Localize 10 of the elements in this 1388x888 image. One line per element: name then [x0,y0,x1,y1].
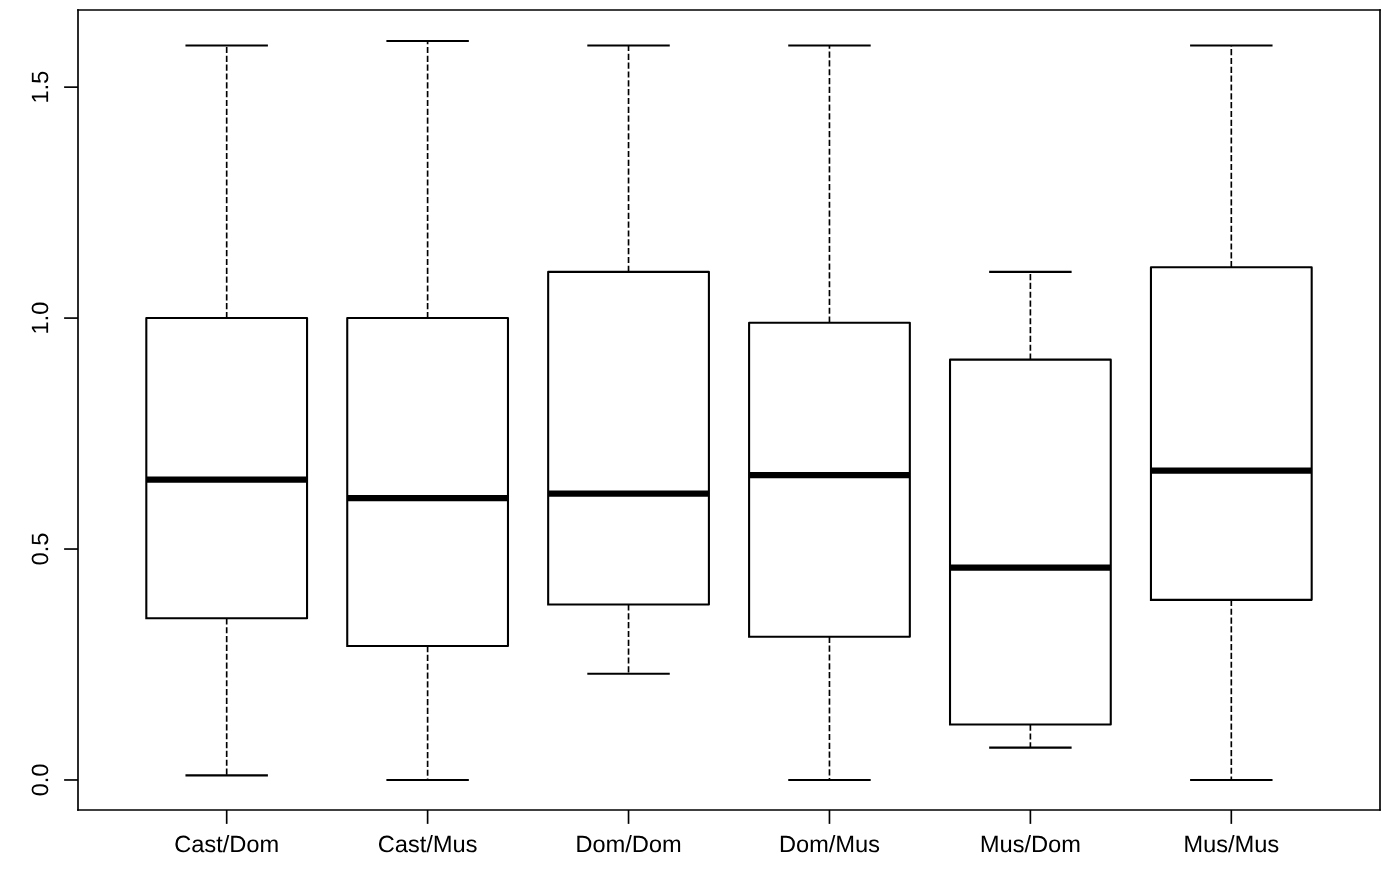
y-tick-label: 1.0 [31,302,49,333]
x-tick-label: Mus/Mus [1185,835,1279,853]
x-tick-label: Dom/Dom [577,835,681,853]
x-tick-label: Cast/Mus [378,835,477,853]
x-tick-label: Mus/Dom [981,835,1080,853]
y-tick-label: 1.5 [31,71,49,102]
y-tick-label: 0.0 [31,764,49,796]
x-tick-label: Dom/Mus [780,835,880,853]
y-tick-label: 0.5 [31,533,49,565]
x-tick-label: Cast/Dom [175,835,278,853]
